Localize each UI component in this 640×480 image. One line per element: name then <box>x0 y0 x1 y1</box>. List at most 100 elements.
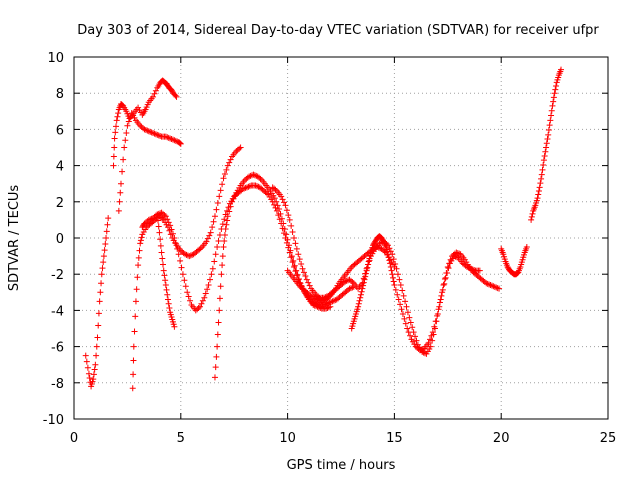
data-point <box>288 222 295 229</box>
data-point <box>407 332 414 339</box>
data-point <box>417 347 424 354</box>
data-point <box>293 267 300 274</box>
data-point <box>535 187 542 194</box>
y-axis-label: SDTVAR / TECUs <box>7 185 22 292</box>
data-point <box>362 273 369 280</box>
data-point <box>434 312 441 319</box>
data-point <box>218 271 225 278</box>
data-point <box>391 282 398 289</box>
data-point <box>390 256 397 263</box>
data-point <box>211 258 218 265</box>
data-point <box>100 259 107 266</box>
data-point <box>207 229 214 236</box>
data-point <box>186 253 193 260</box>
data-point <box>488 282 495 289</box>
data-point <box>387 260 394 267</box>
data-point <box>257 175 264 182</box>
data-point <box>236 145 243 152</box>
data-point <box>283 207 290 214</box>
data-point <box>144 127 151 134</box>
data-point <box>306 282 313 289</box>
data-point <box>365 258 372 265</box>
data-point <box>199 297 206 304</box>
data-points <box>82 66 565 392</box>
data-point <box>380 237 387 244</box>
data-point <box>288 253 295 260</box>
data-point <box>324 304 331 311</box>
data-point <box>544 136 551 143</box>
data-point <box>387 248 394 255</box>
data-point <box>296 256 303 263</box>
data-point <box>400 292 407 299</box>
data-point <box>121 144 128 151</box>
data-point <box>451 253 458 260</box>
data-point <box>271 201 278 208</box>
data-point <box>404 309 411 316</box>
data-point <box>293 272 300 279</box>
data-point <box>289 228 296 235</box>
data-point <box>280 220 287 227</box>
data-point <box>367 252 374 259</box>
data-point <box>166 304 173 311</box>
data-point <box>441 276 448 283</box>
data-point <box>528 213 535 220</box>
data-point <box>217 187 224 194</box>
data-point <box>113 123 120 130</box>
data-point <box>187 297 194 304</box>
data-point <box>272 186 279 193</box>
data-point <box>226 208 233 215</box>
data-point <box>246 183 253 190</box>
data-point <box>163 286 170 293</box>
data-point <box>122 137 129 144</box>
data-point <box>157 236 164 243</box>
data-point <box>177 140 184 147</box>
data-point <box>386 245 393 252</box>
data-point <box>169 136 176 143</box>
data-point <box>389 274 396 281</box>
data-point <box>241 185 248 192</box>
data-point <box>220 244 227 251</box>
data-point <box>116 198 123 205</box>
data-point <box>418 346 425 353</box>
data-point <box>208 271 215 278</box>
data-point <box>534 195 541 202</box>
data-point <box>548 107 555 114</box>
data-point <box>168 136 175 143</box>
data-point <box>169 230 176 237</box>
data-point <box>93 352 100 359</box>
data-point <box>112 129 119 136</box>
data-point <box>202 290 209 297</box>
chart-title: Day 303 of 2014, Sidereal Day-to-day VTE… <box>77 23 599 38</box>
data-point <box>222 225 229 232</box>
data-point <box>133 286 140 293</box>
data-point <box>429 329 436 336</box>
data-point <box>388 267 395 274</box>
data-point <box>114 113 121 120</box>
data-point <box>98 280 105 287</box>
data-point <box>205 282 212 289</box>
data-point <box>276 206 283 213</box>
data-point <box>154 211 161 218</box>
data-point <box>539 166 546 173</box>
data-point <box>198 300 205 307</box>
data-point <box>101 247 108 254</box>
data-point <box>251 172 258 179</box>
data-point <box>159 215 166 222</box>
data-point <box>389 271 396 278</box>
data-point <box>152 87 159 94</box>
data-point <box>82 352 89 359</box>
data-point <box>120 156 127 163</box>
data-point <box>123 130 130 137</box>
data-point <box>221 216 228 223</box>
data-point <box>162 282 169 289</box>
y-tick-label: 4 <box>56 160 64 175</box>
data-point <box>328 298 335 305</box>
data-point <box>183 251 190 258</box>
data-point <box>185 293 192 300</box>
data-point <box>104 221 111 228</box>
data-point <box>174 245 181 252</box>
data-point <box>313 303 320 310</box>
series-arc-11 <box>498 244 530 278</box>
data-point <box>219 181 226 188</box>
data-point <box>164 291 171 298</box>
